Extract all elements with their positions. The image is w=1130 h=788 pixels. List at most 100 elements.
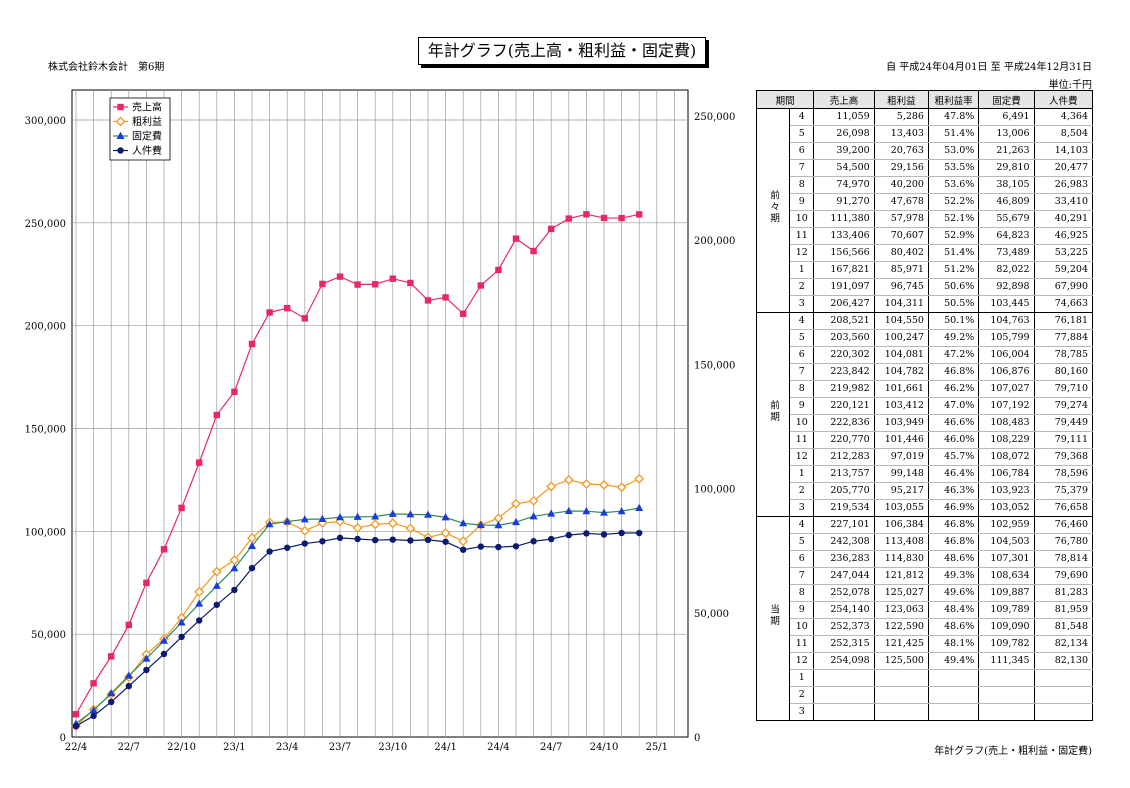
- value-cell: 108,072: [978, 448, 1035, 466]
- value-cell: 46.9%: [927, 499, 980, 517]
- table-header: 人件費: [1033, 90, 1094, 109]
- group-label: 前々期: [755, 108, 791, 313]
- value-cell: [873, 703, 929, 721]
- data-point-diamond: [387, 518, 398, 529]
- data-point-square: [284, 304, 291, 312]
- x-tick-label: 22/10: [167, 742, 196, 753]
- month-cell: 4: [789, 108, 815, 126]
- value-cell: 107,192: [978, 397, 1035, 415]
- value-cell: 74,663: [1033, 295, 1094, 313]
- value-cell: 125,027: [873, 584, 929, 602]
- value-cell: 80,402: [873, 244, 929, 262]
- data-point-square: [248, 340, 256, 348]
- table-row: 5 26,098 13,403 51.4% 13,006 8,504: [757, 125, 1094, 143]
- month-cell: 6: [789, 550, 815, 568]
- footer-label: 年計グラフ(売上・粗利益・固定費): [934, 746, 1092, 757]
- value-cell: 125,500: [873, 652, 929, 670]
- value-cell: 108,229: [978, 431, 1035, 449]
- table-row: 11 133,406 70,607 52.9% 64,823 46,925: [757, 227, 1094, 245]
- data-point-diamond: [599, 479, 609, 490]
- data-point-square: [407, 279, 414, 287]
- unit-label: 単位:千円: [1048, 80, 1092, 91]
- y-right-tick-label: 50,000: [694, 609, 729, 620]
- data-point-circle: [117, 147, 124, 154]
- value-cell: 78,785: [1033, 346, 1094, 364]
- table-row: 8 74,970 40,200 53.6% 38,105 26,983: [757, 176, 1094, 194]
- value-cell: [873, 686, 929, 704]
- month-cell: 8: [789, 176, 815, 194]
- table-row: 12 156,566 80,402 51.4% 73,489 53,225: [757, 244, 1094, 262]
- value-cell: 46.8%: [927, 516, 980, 534]
- data-point-square: [583, 211, 590, 218]
- value-cell: 103,055: [873, 499, 929, 517]
- table-row: 11 220,770 101,446 46.0% 108,229 79,111: [757, 431, 1094, 449]
- data-point-square: [125, 621, 132, 629]
- value-cell: 53.5%: [927, 159, 980, 177]
- data-point-diamond: [370, 519, 381, 530]
- value-cell: 104,311: [873, 295, 929, 313]
- data-point-square: [442, 294, 449, 301]
- data-point-diamond: [511, 498, 521, 509]
- data-point-circle: [565, 531, 572, 539]
- table-row: 8 252,078 125,027 49.6% 109,887 81,283: [757, 584, 1094, 602]
- value-cell: 79,368: [1033, 448, 1094, 466]
- value-cell: 104,081: [873, 346, 929, 364]
- month-cell: 3: [789, 703, 815, 721]
- y-right-tick-label: 250,000: [694, 112, 735, 123]
- value-cell: 109,782: [978, 635, 1035, 653]
- table-row: 当期 4 227,101 106,384 46.8% 102,959 76,460: [755, 516, 1094, 721]
- month-cell: 1: [789, 261, 815, 279]
- value-cell: 59,204: [1033, 261, 1094, 279]
- value-cell: 51.4%: [927, 244, 980, 262]
- table-row: 2 191,097 96,745 50.6% 92,898 67,990: [757, 278, 1094, 296]
- value-cell: 109,789: [978, 601, 1035, 619]
- data-point-square: [354, 281, 361, 288]
- data-point-circle: [460, 546, 467, 553]
- data-point-triangle: [582, 507, 591, 515]
- value-cell: [978, 669, 1035, 687]
- month-cell: 11: [789, 431, 815, 449]
- table-row: 1 213,757 99,148 46.4% 106,784 78,596: [757, 465, 1094, 483]
- value-cell: 109,090: [978, 618, 1035, 636]
- value-cell: 79,111: [1033, 431, 1094, 449]
- x-tick-label: 23/1: [223, 742, 245, 753]
- data-point-circle: [213, 601, 220, 608]
- value-cell: 242,308: [813, 533, 875, 551]
- month-cell: 5: [789, 533, 815, 551]
- data-point-circle: [266, 548, 273, 555]
- value-cell: 101,661: [873, 380, 929, 398]
- table-header: 固定費: [978, 90, 1035, 109]
- value-cell: 54,500: [813, 159, 875, 177]
- data-point-circle: [530, 538, 537, 545]
- data-point-square: [477, 282, 484, 289]
- data-point-square: [72, 711, 80, 718]
- value-cell: 85,971: [873, 261, 929, 279]
- table-row: 1: [757, 669, 1094, 687]
- y-left-tick-label: 150,000: [25, 425, 66, 436]
- table-row: 6 39,200 20,763 53.0% 21,263 14,103: [757, 142, 1094, 160]
- month-cell: 10: [789, 414, 815, 432]
- data-point-circle: [354, 535, 361, 543]
- data-point-circle: [512, 543, 520, 550]
- data-point-triangle: [459, 519, 468, 527]
- value-cell: 47.2%: [927, 346, 980, 364]
- value-cell: [813, 686, 875, 704]
- data-point-square: [460, 310, 467, 317]
- data-point-circle: [424, 536, 432, 544]
- value-cell: 252,315: [813, 635, 875, 653]
- table-row: 2: [757, 686, 1094, 704]
- value-cell: [873, 669, 929, 687]
- table-row: 10 111,380 57,978 52.1% 55,679 40,291: [757, 210, 1094, 228]
- table-row: 3: [757, 703, 1094, 721]
- x-tick-label: 24/7: [540, 742, 562, 753]
- data-point-square: [636, 211, 643, 218]
- value-cell: 75,379: [1033, 482, 1094, 500]
- value-cell: 102,959: [978, 516, 1035, 534]
- table-row: 2 205,770 95,217 46.3% 103,923 75,379: [757, 482, 1094, 500]
- x-tick-label: 24/4: [487, 742, 509, 753]
- value-cell: 13,006: [978, 125, 1035, 143]
- data-point-triangle: [494, 521, 503, 529]
- value-cell: 51.4%: [927, 125, 980, 143]
- table-row: 前期 4 208,521 104,550 50.1% 104,763 76,181: [755, 312, 1094, 517]
- value-cell: 167,821: [813, 261, 875, 279]
